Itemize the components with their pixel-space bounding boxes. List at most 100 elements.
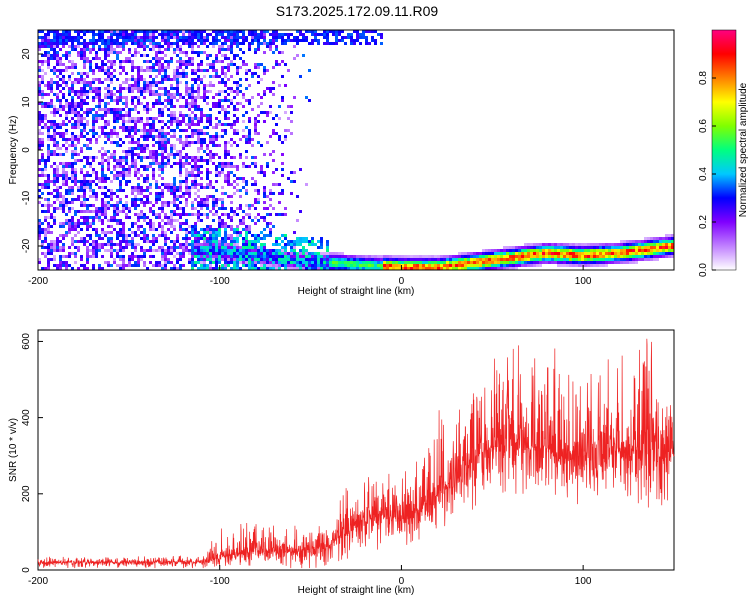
heatmap-cell <box>191 102 194 105</box>
heatmap-cell <box>509 261 512 264</box>
heatmap-cell <box>215 201 218 204</box>
heatmap-cell <box>587 249 590 252</box>
heatmap-cell <box>104 93 107 96</box>
heatmap-cell <box>191 204 194 207</box>
heatmap-cell <box>173 135 176 138</box>
heatmap-cell <box>365 39 368 42</box>
heatmap-cell <box>317 252 320 255</box>
heatmap-cell <box>131 126 134 129</box>
heatmap-cell <box>194 141 197 144</box>
heatmap-cell <box>581 243 584 246</box>
heatmap-cell <box>185 51 188 54</box>
heatmap-cell <box>188 231 191 234</box>
heatmap-cell <box>392 267 395 270</box>
heatmap-cell <box>191 57 194 60</box>
heatmap-cell <box>95 132 98 135</box>
heatmap-cell <box>74 111 77 114</box>
heatmap-cell <box>59 78 62 81</box>
heatmap-cell <box>509 255 512 258</box>
heatmap-cell <box>122 81 125 84</box>
heatmap-cell <box>242 255 245 258</box>
heatmap-cell <box>197 204 200 207</box>
heatmap-cell <box>53 258 56 261</box>
heatmap-cell <box>191 243 194 246</box>
heatmap-cell <box>185 228 188 231</box>
heatmap-cell <box>59 258 62 261</box>
heatmap-cell <box>44 102 47 105</box>
heatmap-cell <box>473 264 476 267</box>
heatmap-cell <box>98 105 101 108</box>
heatmap-cell <box>233 264 236 267</box>
heatmap-cell <box>596 243 599 246</box>
heatmap-cell <box>47 183 50 186</box>
heatmap-cell <box>206 237 209 240</box>
heatmap-cell <box>497 261 500 264</box>
heatmap-cell <box>248 264 251 267</box>
heatmap-cell <box>194 264 197 267</box>
heatmap-cell <box>197 120 200 123</box>
heatmap-cell <box>224 117 227 120</box>
heatmap-cell <box>68 90 71 93</box>
heatmap-cell <box>548 243 551 246</box>
heatmap-cell <box>62 207 65 210</box>
heatmap-cell <box>176 75 179 78</box>
heatmap-cell <box>143 45 146 48</box>
heatmap-cell <box>257 33 260 36</box>
heatmap-cell <box>131 204 134 207</box>
heatmap-cell <box>68 231 71 234</box>
heatmap-cell <box>281 252 284 255</box>
heatmap-cell <box>635 255 638 258</box>
heatmap-cell <box>284 237 287 240</box>
heatmap-cell <box>191 159 194 162</box>
heatmap-cell <box>296 237 299 240</box>
heatmap-cell <box>74 93 77 96</box>
heatmap-cell <box>128 48 131 51</box>
heatmap-cell <box>458 261 461 264</box>
heatmap-cell <box>344 258 347 261</box>
heatmap-cell <box>128 135 131 138</box>
heatmap-cell <box>128 126 131 129</box>
heatmap-cell <box>161 63 164 66</box>
heatmap-cell <box>161 171 164 174</box>
heatmap-cell <box>224 48 227 51</box>
heatmap-cell <box>65 69 68 72</box>
heatmap-cell <box>197 258 200 261</box>
heatmap-cell <box>230 126 233 129</box>
heatmap-cell <box>47 138 50 141</box>
heatmap-cell <box>653 246 656 249</box>
heatmap-cell <box>83 87 86 90</box>
heatmap-cell <box>254 72 257 75</box>
heatmap-cell <box>125 153 128 156</box>
heatmap-cell <box>317 267 320 270</box>
heatmap-cell <box>155 42 158 45</box>
heatmap-cell <box>206 54 209 57</box>
heatmap-cell <box>272 87 275 90</box>
heatmap-cell <box>299 255 302 258</box>
heatmap-cell <box>80 102 83 105</box>
heatmap-cell <box>110 129 113 132</box>
heatmap-cell <box>230 102 233 105</box>
heatmap-cell <box>641 252 644 255</box>
heatmap-cell <box>206 252 209 255</box>
heatmap-cell <box>173 204 176 207</box>
heatmap-cell <box>659 249 662 252</box>
heatmap-cell <box>620 243 623 246</box>
heatmap-cell <box>116 108 119 111</box>
heatmap-cell <box>206 198 209 201</box>
heatmap-cell <box>131 102 134 105</box>
heatmap-cell <box>551 249 554 252</box>
heatmap-cell <box>632 243 635 246</box>
heatmap-cell <box>104 234 107 237</box>
heatmap-cell <box>266 213 269 216</box>
heatmap-cell <box>281 60 284 63</box>
heatmap-cell <box>209 153 212 156</box>
heatmap-cell <box>83 129 86 132</box>
heatmap-cell <box>38 42 41 45</box>
heatmap-cell <box>155 51 158 54</box>
heatmap-cell <box>500 264 503 267</box>
heatmap-cell <box>359 33 362 36</box>
heatmap-cell <box>170 213 173 216</box>
heatmap-cell <box>218 102 221 105</box>
heatmap-cell <box>77 96 80 99</box>
